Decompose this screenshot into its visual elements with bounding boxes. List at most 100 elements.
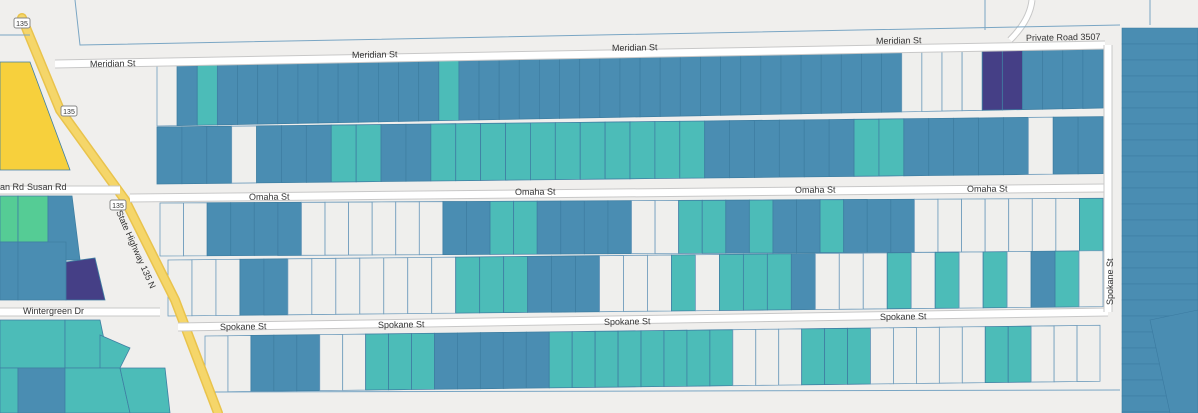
parcel[interactable]: [1149, 309, 1198, 413]
parcel[interactable]: [250, 334, 275, 392]
parcel[interactable]: [840, 52, 862, 114]
parcel[interactable]: [934, 251, 960, 309]
parcel[interactable]: [1054, 250, 1080, 308]
parcel[interactable]: [862, 252, 888, 310]
parcel[interactable]: [984, 198, 1010, 253]
parcel[interactable]: [418, 201, 444, 256]
parcel[interactable]: [1022, 48, 1044, 110]
parcel[interactable]: [0, 195, 19, 243]
parcel[interactable]: [772, 199, 797, 254]
parcel[interactable]: [619, 56, 641, 118]
parcel[interactable]: [554, 121, 581, 181]
parcel[interactable]: [984, 325, 1009, 384]
parcel[interactable]: [253, 202, 279, 256]
parcel[interactable]: [607, 200, 632, 255]
parcel[interactable]: [1121, 75, 1198, 93]
parcel[interactable]: [910, 251, 936, 309]
parcel[interactable]: [679, 120, 706, 179]
parcel[interactable]: [498, 58, 520, 120]
parcel[interactable]: [671, 254, 696, 312]
parcel[interactable]: [378, 61, 399, 123]
road-network[interactable]: [0, 0, 1151, 393]
parcel[interactable]: [418, 60, 440, 122]
parcel[interactable]: [729, 120, 755, 179]
parcel[interactable]: [594, 330, 619, 388]
parcel[interactable]: [405, 123, 432, 182]
parcel[interactable]: [502, 331, 527, 389]
parcel[interactable]: [442, 201, 467, 255]
parcel[interactable]: [796, 199, 821, 254]
parcel[interactable]: [780, 53, 802, 115]
parcel[interactable]: [530, 122, 556, 181]
parcel[interactable]: [1052, 116, 1079, 175]
parcel[interactable]: [257, 63, 279, 125]
parcel[interactable]: [480, 122, 506, 181]
parcel[interactable]: [1007, 325, 1032, 383]
parcel[interactable]: [263, 258, 289, 316]
parcel[interactable]: [828, 118, 855, 178]
parcel[interactable]: [0, 319, 66, 369]
parcel[interactable]: [216, 64, 238, 126]
parcel[interactable]: [1121, 91, 1198, 109]
parcel[interactable]: [663, 329, 688, 387]
parcel[interactable]: [17, 367, 66, 413]
parcel[interactable]: [814, 252, 840, 310]
parcel[interactable]: [1077, 116, 1104, 175]
parcel[interactable]: [324, 201, 350, 256]
parcel[interactable]: [881, 51, 903, 113]
parcel[interactable]: [1053, 325, 1078, 383]
parcel[interactable]: [700, 54, 721, 117]
parcel[interactable]: [820, 52, 842, 114]
parcel[interactable]: [1121, 283, 1198, 301]
parcel[interactable]: [231, 125, 257, 184]
parcel[interactable]: [311, 257, 337, 315]
parcel[interactable]: [740, 54, 762, 116]
parcel[interactable]: [686, 329, 711, 387]
parcel[interactable]: [17, 195, 49, 243]
parcel[interactable]: [296, 334, 321, 392]
parcel[interactable]: [548, 331, 573, 389]
parcel[interactable]: [65, 257, 106, 301]
parcel[interactable]: [778, 119, 805, 178]
parcel[interactable]: [227, 335, 252, 393]
parcel[interactable]: [1030, 250, 1056, 308]
parcel[interactable]: [357, 61, 379, 123]
parcel[interactable]: [575, 255, 600, 313]
parcel[interactable]: [847, 327, 871, 385]
parcel[interactable]: [119, 367, 171, 413]
parcel[interactable]: [1121, 27, 1198, 45]
parcel[interactable]: [921, 50, 943, 112]
parcel[interactable]: [819, 199, 845, 254]
parcel[interactable]: [411, 332, 435, 390]
parcel[interactable]: [928, 117, 955, 176]
parcel[interactable]: [571, 330, 596, 388]
parcel[interactable]: [183, 202, 208, 257]
parcel[interactable]: [359, 257, 385, 315]
parcel[interactable]: [978, 117, 1004, 176]
parcel[interactable]: [335, 257, 361, 315]
parcel[interactable]: [1030, 325, 1055, 383]
parcel[interactable]: [1121, 107, 1198, 125]
parcel[interactable]: [1121, 155, 1198, 173]
parcel[interactable]: [901, 51, 923, 113]
parcel[interactable]: [513, 200, 538, 255]
parcel[interactable]: [560, 200, 585, 255]
parcel[interactable]: [355, 124, 382, 183]
parcel[interactable]: [398, 60, 420, 122]
parcel[interactable]: [1082, 47, 1104, 109]
parcel[interactable]: [479, 332, 504, 390]
parcel[interactable]: [1003, 117, 1029, 176]
parcel[interactable]: [1121, 203, 1198, 221]
parcel[interactable]: [709, 329, 734, 387]
parcel[interactable]: [631, 200, 656, 255]
parcel[interactable]: [479, 256, 505, 314]
parcel[interactable]: [903, 118, 930, 177]
parcel[interactable]: [505, 122, 531, 181]
parcel[interactable]: [640, 330, 665, 388]
parcel[interactable]: [1055, 198, 1080, 252]
parcel[interactable]: [256, 125, 282, 184]
parcel[interactable]: [527, 255, 552, 313]
parcel[interactable]: [1121, 235, 1198, 253]
parcel[interactable]: [1008, 198, 1033, 253]
